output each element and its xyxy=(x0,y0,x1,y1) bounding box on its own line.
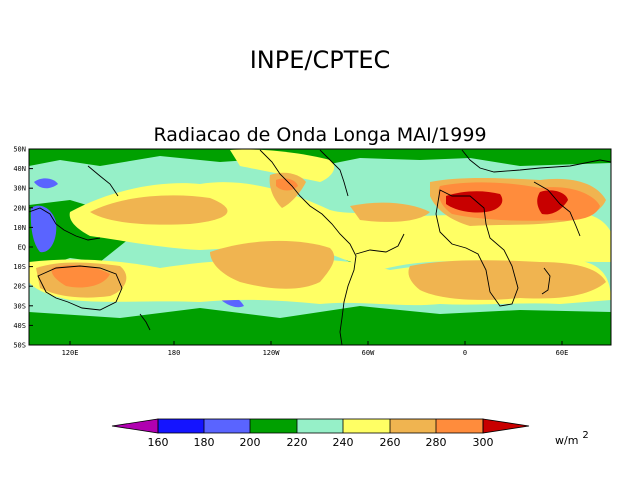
longitude-axis: 120E 180 120W 60W 0 60E xyxy=(62,341,569,357)
colorbar-under-triangle xyxy=(112,419,158,433)
coast-new-zealand xyxy=(139,313,151,331)
coast-south-america-north xyxy=(355,233,405,255)
coast-eurasia xyxy=(461,149,611,173)
legend-level-label: 160 xyxy=(148,436,169,449)
legend-level-label: 300 xyxy=(473,436,494,449)
field-darkorange-australia xyxy=(51,265,110,288)
lat-label: 30S xyxy=(13,302,26,310)
lat-label: 10N xyxy=(13,224,26,232)
colorbar: 160 180 200 220 240 260 280 300 w/m 2 xyxy=(111,418,589,449)
lat-label: 50S xyxy=(13,342,26,350)
olr-field xyxy=(29,149,611,345)
coast-indonesia xyxy=(29,207,101,241)
colorbar-bin-220-240 xyxy=(297,419,343,433)
lat-label: 40N xyxy=(13,165,26,173)
field-red-sahara xyxy=(446,191,503,213)
lat-label: 20N xyxy=(13,204,26,212)
legend-level-label: 240 xyxy=(333,436,354,449)
lat-label: 30N xyxy=(13,185,26,193)
coast-australia xyxy=(37,265,123,311)
legend-unit: w/m 2 xyxy=(555,430,589,447)
colorbar-bin-240-260 xyxy=(343,419,390,433)
lon-label: 120W xyxy=(263,349,281,357)
legend-level-label: 180 xyxy=(194,436,215,449)
colorbar-bin-180-200 xyxy=(204,419,250,433)
field-orange-natlantic xyxy=(350,202,430,222)
map-title: Radiacao de Onda Longa MAI/1999 xyxy=(153,124,486,146)
field-yellow-pacific-north xyxy=(230,149,335,182)
coast-madagascar xyxy=(541,267,551,295)
coast-asia-east xyxy=(87,165,119,197)
lat-label: 40S xyxy=(13,322,26,330)
legend-level-label: 200 xyxy=(240,436,261,449)
legend-level-label: 260 xyxy=(380,436,401,449)
coast-americas xyxy=(259,149,357,345)
lon-label: 0 xyxy=(463,349,467,357)
lon-label: 60W xyxy=(362,349,375,357)
field-blue-indonesia xyxy=(30,205,57,253)
field-orange-spacific xyxy=(210,240,335,289)
lon-label: 180 xyxy=(168,349,181,357)
field-orange-satlantic xyxy=(408,260,606,300)
coast-africa xyxy=(435,189,519,307)
coast-arabia-india xyxy=(533,181,581,237)
lat-label: 20S xyxy=(13,283,26,291)
header-title: INPE/CPTEC xyxy=(250,46,391,74)
coastlines xyxy=(29,149,611,345)
lon-label: 60E xyxy=(556,349,569,357)
lat-label: 10S xyxy=(13,263,26,271)
colorbar-bin-260-280 xyxy=(390,419,436,433)
colorbar-bin-160-180 xyxy=(158,419,204,433)
field-blue-north xyxy=(34,178,58,189)
colorbar-over-triangle xyxy=(483,419,529,433)
lat-label: 50N xyxy=(13,146,26,154)
field-orange-npacific xyxy=(90,195,228,225)
field-darkorange-mexico xyxy=(276,178,298,191)
latitude-axis: 50N 40N 30N 20N 10N EQ 10S 20S 30S 40S 50S xyxy=(13,146,33,350)
coast-north-america-east xyxy=(319,149,349,197)
lon-label: 120E xyxy=(62,349,79,357)
colorbar-bin-200-220 xyxy=(250,419,297,433)
field-red-arabia xyxy=(537,190,568,215)
lat-label: EQ xyxy=(18,244,26,252)
field-green-north xyxy=(29,149,611,166)
legend-level-label: 220 xyxy=(287,436,308,449)
colorbar-bin-280-300 xyxy=(436,419,483,433)
legend-level-label: 280 xyxy=(426,436,447,449)
field-green-south xyxy=(29,306,611,345)
